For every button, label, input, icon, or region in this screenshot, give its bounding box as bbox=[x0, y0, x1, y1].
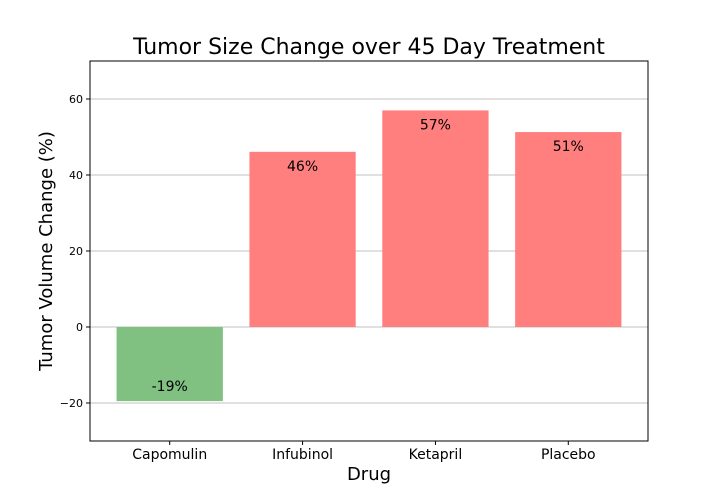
bar-ketapril bbox=[382, 110, 489, 328]
x-tick-label: Placebo bbox=[541, 447, 596, 463]
x-tick-label: Ketapril bbox=[409, 447, 463, 463]
bar-data-label: -19% bbox=[152, 379, 188, 395]
x-tick-label: Infubinol bbox=[272, 447, 333, 463]
chart-title: Tumor Size Change over 45 Day Treatment bbox=[132, 35, 605, 60]
y-axis-title: Tumor Volume Change (%) bbox=[36, 131, 57, 372]
bar-data-label: 46% bbox=[287, 159, 318, 175]
bar-data-label: 57% bbox=[420, 117, 451, 133]
bar-data-label: 51% bbox=[553, 139, 584, 155]
bar-placebo bbox=[515, 132, 622, 327]
y-tick-label: 60 bbox=[69, 93, 83, 106]
x-tick-label: Capomulin bbox=[132, 447, 207, 463]
bars bbox=[116, 110, 622, 402]
y-axis-ticks: −20 0 20 40 60 bbox=[60, 93, 90, 410]
y-tick-label: −20 bbox=[60, 397, 83, 410]
y-tick-label: 20 bbox=[69, 245, 83, 258]
y-tick-label: 40 bbox=[69, 169, 83, 182]
x-axis-title: Drug bbox=[347, 464, 391, 485]
bar-labels: -19% 46% 57% 51% bbox=[152, 117, 584, 395]
y-tick-label: 0 bbox=[76, 321, 83, 334]
x-axis-ticks: Capomulin Infubinol Ketapril Placebo bbox=[132, 441, 596, 463]
bar-infubinol bbox=[249, 151, 356, 327]
bar-capomulin bbox=[116, 327, 223, 402]
